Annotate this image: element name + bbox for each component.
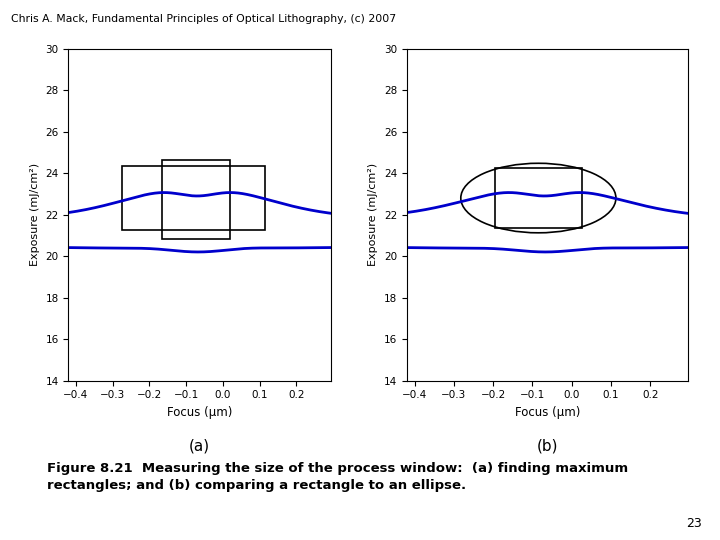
Bar bbox=[495, 168, 582, 228]
Bar bbox=[162, 160, 230, 239]
X-axis label: Focus (μm): Focus (μm) bbox=[515, 406, 580, 419]
Y-axis label: Exposure (mJ/cm²): Exposure (mJ/cm²) bbox=[30, 163, 40, 266]
Text: (b): (b) bbox=[536, 439, 558, 454]
Bar bbox=[122, 166, 265, 230]
X-axis label: Focus (μm): Focus (μm) bbox=[167, 406, 233, 419]
Y-axis label: Exposure (mJ/cm²): Exposure (mJ/cm²) bbox=[368, 163, 378, 266]
Text: 23: 23 bbox=[686, 517, 702, 530]
Text: Chris A. Mack, Fundamental Principles of Optical Lithography, (c) 2007: Chris A. Mack, Fundamental Principles of… bbox=[11, 14, 396, 24]
Text: (a): (a) bbox=[189, 439, 210, 454]
Text: Figure 8.21  Measuring the size of the process window:  (a) finding maximum
rect: Figure 8.21 Measuring the size of the pr… bbox=[47, 462, 628, 492]
